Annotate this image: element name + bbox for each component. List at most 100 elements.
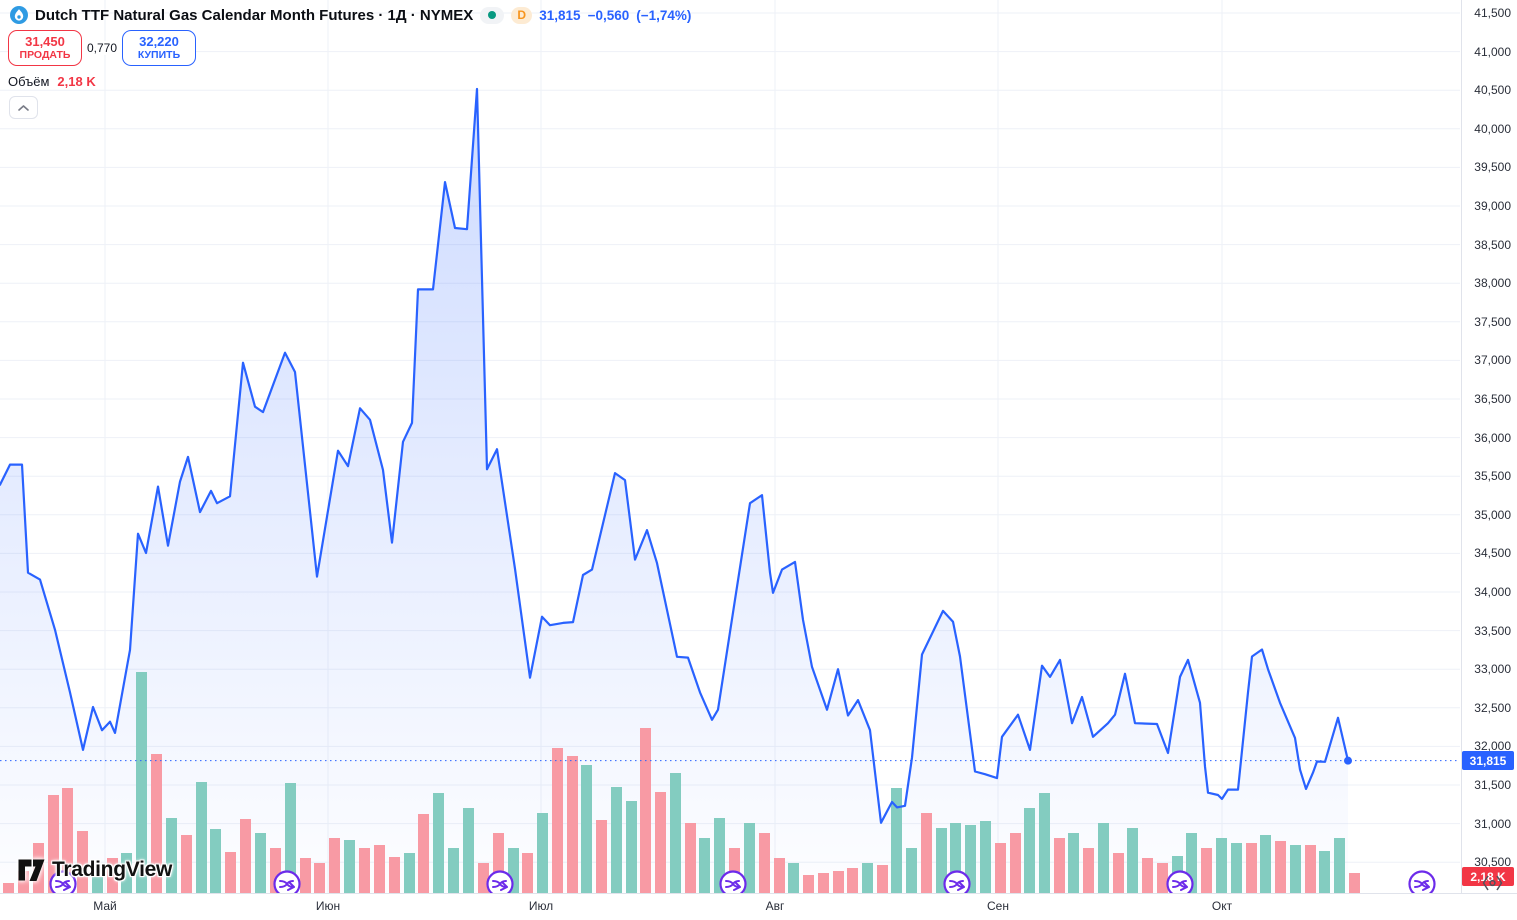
rollover-arrow-icon [725, 880, 741, 891]
tradingview-logo-link[interactable]: TradingView [18, 858, 172, 882]
volume-bar [906, 848, 917, 893]
volume-bar [1231, 843, 1242, 893]
volume-bar [418, 814, 429, 893]
volume-bar [1186, 833, 1197, 893]
volume-bar [847, 868, 858, 893]
price-tick-label: 41,500 [1474, 6, 1511, 20]
price-change-percent: (−1,74%) [636, 7, 692, 23]
volume-value: 2,18 K [57, 74, 96, 89]
price-tick-label: 32,500 [1474, 700, 1511, 715]
price-area [0, 89, 1348, 893]
volume-bar [300, 858, 311, 893]
month-tick-label: Июн [315, 899, 341, 913]
volume-bar [1113, 853, 1124, 893]
volume-bar [508, 848, 519, 893]
tradingview-logo-icon [18, 859, 45, 881]
volume-legend[interactable]: Объём 2,18 K [8, 74, 96, 89]
last-price-axis-badge: 31,815 [1462, 751, 1514, 770]
volume-bar [136, 672, 147, 893]
price-tick-label: 37,000 [1474, 353, 1511, 368]
volume-bar [344, 840, 355, 893]
volume-bar [270, 848, 281, 893]
volume-bar [314, 863, 325, 893]
collapse-legend-button[interactable] [9, 96, 38, 119]
price-scale-settings-eye-icon[interactable] [1482, 874, 1503, 892]
rollover-arrow-icon [492, 880, 508, 891]
time-axis[interactable]: Май Июн Июл Авг Сен Окт [0, 894, 1517, 920]
contract-rollover-marker[interactable] [1408, 870, 1436, 898]
volume-bar [1068, 833, 1079, 893]
last-price-info: 31,815 −0,560 (−1,74%) [539, 8, 691, 23]
volume-bar [611, 787, 622, 893]
volume-bar [522, 853, 533, 893]
volume-bar [359, 848, 370, 893]
rollover-arrow-icon [279, 880, 295, 891]
volume-bar [448, 848, 459, 893]
sell-button[interactable]: 31,450 ПРОДАТЬ [8, 30, 82, 66]
price-tick-label: 37,500 [1474, 314, 1511, 329]
last-price: 31,815 [539, 7, 581, 23]
volume-bar [567, 756, 578, 893]
price-tick-label: 33,500 [1474, 623, 1511, 638]
volume-bar [329, 838, 340, 893]
volume-bar [1275, 841, 1286, 893]
volume-bar [1319, 851, 1330, 893]
volume-bar [77, 831, 88, 893]
volume-bar [478, 863, 489, 893]
volume-bar [891, 788, 902, 893]
volume-bar [581, 765, 592, 893]
interval-badge[interactable]: D [511, 6, 533, 24]
price-tick-label: 35,500 [1474, 469, 1511, 484]
volume-bar [685, 823, 696, 893]
volume-bar [166, 818, 177, 893]
volume-bar [537, 813, 548, 893]
volume-bar [626, 801, 637, 893]
volume-bar [255, 833, 266, 893]
price-tick-label: 41,000 [1474, 44, 1511, 59]
time-axis-border [0, 893, 1517, 894]
price-tick-label: 31,000 [1474, 816, 1511, 831]
price-tick-label: 30,500 [1474, 855, 1511, 870]
trade-panel: 31,450 ПРОДАТЬ 0,770 32,220 КУПИТЬ [8, 30, 196, 66]
volume-bar [921, 813, 932, 893]
volume-bar [493, 833, 504, 893]
buy-label: КУПИТЬ [137, 49, 181, 62]
buy-button[interactable]: 32,220 КУПИТЬ [122, 30, 196, 66]
volume-bar [92, 877, 103, 893]
volume-bar [181, 835, 192, 893]
month-tick-label: Окт [1211, 899, 1233, 913]
volume-bar [151, 754, 162, 893]
price-tick-label: 38,000 [1474, 276, 1511, 291]
volume-bar [980, 821, 991, 893]
volume-bar [596, 820, 607, 893]
month-tick-label: Июл [528, 899, 554, 913]
volume-bar [3, 883, 14, 893]
volume-bar [463, 808, 474, 893]
price-axis[interactable]: 30,500 31,000 31,500 32,000 32,500 33,000 33,5… [1462, 0, 1517, 893]
symbol-legend[interactable]: Dutch TTF Natural Gas Calendar Month Fut… [10, 6, 691, 24]
price-tick-label: 39,500 [1474, 160, 1511, 175]
volume-bar [404, 853, 415, 893]
symbol-logo-flame-icon [10, 6, 28, 24]
price-axis-border [1461, 0, 1462, 920]
price-tick-label: 34,500 [1474, 546, 1511, 561]
volume-bar [225, 852, 236, 893]
interval-value: 1Д [387, 6, 407, 24]
volume-bar [18, 871, 29, 893]
price-tick-label: 33,000 [1474, 662, 1511, 677]
rollover-arrow-icon [949, 880, 965, 891]
volume-bar [1098, 823, 1109, 893]
month-tick-label: Авг [765, 899, 785, 913]
volume-bar [774, 858, 785, 893]
volume-bar [48, 795, 59, 893]
volume-bar [1083, 848, 1094, 893]
volume-label: Объём [8, 74, 50, 89]
volume-bar [1290, 845, 1301, 893]
price-line [0, 87, 1350, 824]
volume-bar [833, 871, 844, 893]
symbol-title[interactable]: Dutch TTF Natural Gas Calendar Month Fut… [35, 6, 474, 24]
market-status-pill[interactable] [480, 6, 505, 24]
volume-bar [965, 825, 976, 893]
contract-rollover-marker[interactable] [49, 870, 77, 898]
